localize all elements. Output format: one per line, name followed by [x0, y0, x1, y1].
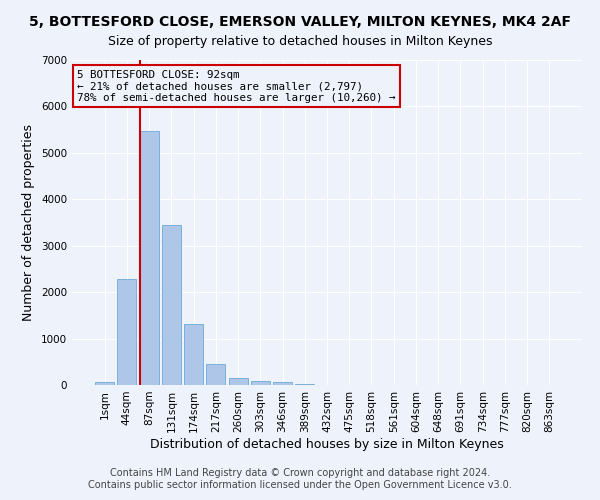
Y-axis label: Number of detached properties: Number of detached properties: [22, 124, 35, 321]
Bar: [229, 378, 248, 385]
Bar: [273, 382, 292, 385]
Bar: [184, 324, 203, 385]
Text: Contains HM Land Registry data © Crown copyright and database right 2024.
Contai: Contains HM Land Registry data © Crown c…: [88, 468, 512, 490]
Text: 5, BOTTESFORD CLOSE, EMERSON VALLEY, MILTON KEYNES, MK4 2AF: 5, BOTTESFORD CLOSE, EMERSON VALLEY, MIL…: [29, 15, 571, 29]
Bar: [140, 131, 158, 385]
Bar: [162, 225, 181, 385]
X-axis label: Distribution of detached houses by size in Milton Keynes: Distribution of detached houses by size …: [150, 438, 504, 450]
Text: 5 BOTTESFORD CLOSE: 92sqm
← 21% of detached houses are smaller (2,797)
78% of se: 5 BOTTESFORD CLOSE: 92sqm ← 21% of detac…: [77, 70, 395, 103]
Bar: [95, 382, 114, 385]
Bar: [251, 381, 270, 385]
Text: Size of property relative to detached houses in Milton Keynes: Size of property relative to detached ho…: [108, 35, 492, 48]
Bar: [206, 364, 225, 385]
Bar: [295, 384, 314, 385]
Bar: [118, 279, 136, 385]
